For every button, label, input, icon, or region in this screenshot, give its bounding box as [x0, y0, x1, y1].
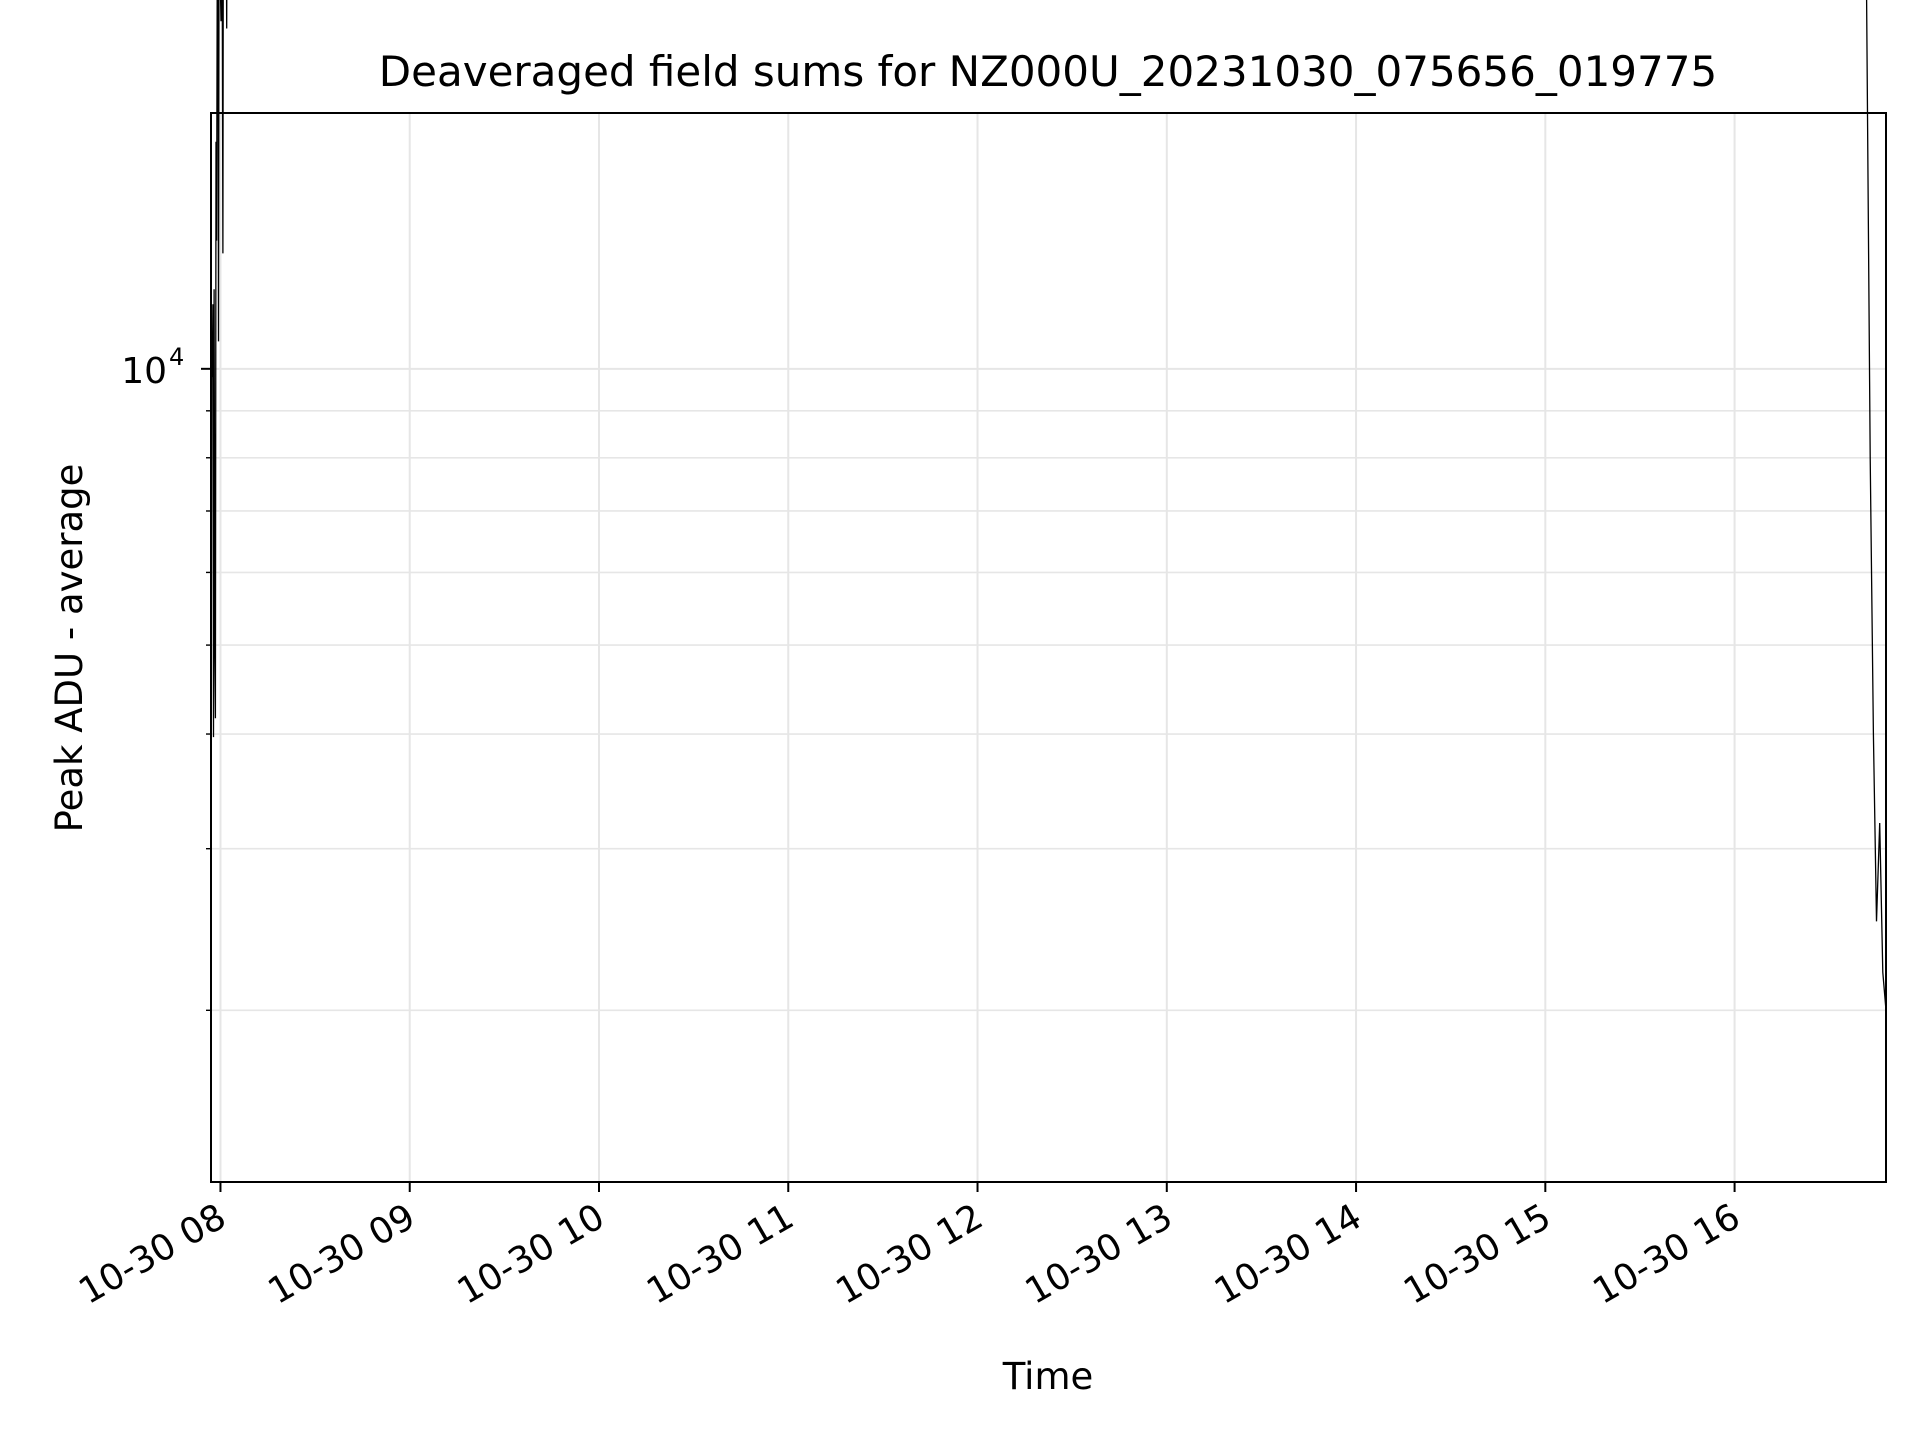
- y-tick-label-base: 10: [121, 351, 167, 392]
- chart-figure: 10-30 08 10-30 09 10-30 10 10-30 11 10-30 12…: [0, 0, 1920, 1440]
- y-tick-label-exponent: 4: [169, 343, 184, 371]
- chart-title: Deaveraged field sums for NZ000U_2023103…: [379, 47, 1717, 96]
- y-axis-label: Peak ADU - average: [48, 464, 91, 833]
- x-axis-label: Time: [1002, 1355, 1094, 1398]
- chart-svg: 10-30 08 10-30 09 10-30 10 10-30 11 10-30 12…: [0, 0, 1920, 1440]
